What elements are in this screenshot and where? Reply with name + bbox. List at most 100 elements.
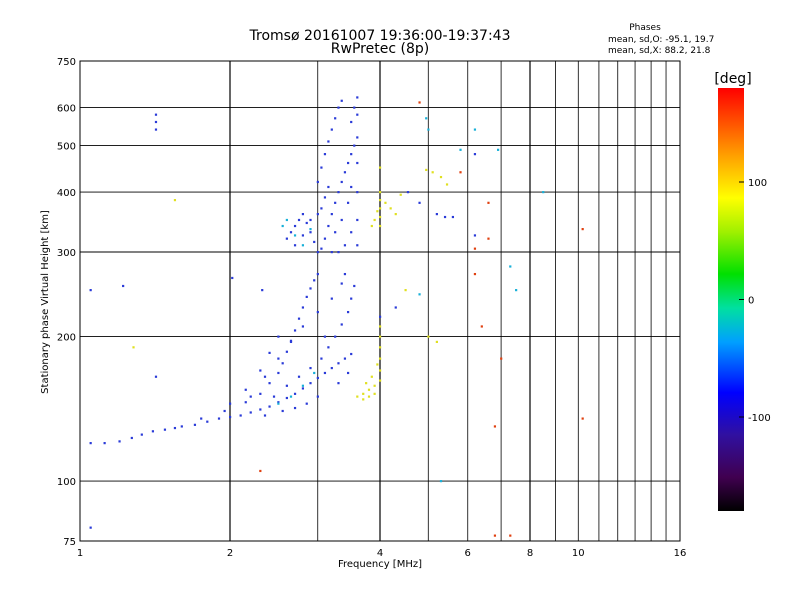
data-point — [89, 289, 92, 292]
data-point — [399, 193, 402, 196]
data-point — [289, 340, 293, 344]
data-point — [285, 218, 288, 222]
data-point — [249, 395, 252, 398]
data-point — [445, 183, 449, 186]
grid-lines — [80, 61, 680, 541]
data-point — [327, 346, 330, 349]
data-point — [285, 350, 288, 353]
y-axis-label: Stationary phase Virtual Height [km] — [40, 210, 51, 394]
data-point — [327, 224, 330, 228]
data-point — [493, 425, 497, 428]
data-point — [370, 224, 373, 228]
data-point — [316, 180, 319, 184]
data-point — [309, 228, 312, 231]
y-tick-label: 100 — [57, 477, 76, 488]
data-point — [425, 168, 428, 172]
data-point — [443, 215, 447, 219]
data-point — [356, 161, 359, 165]
data-point — [320, 247, 323, 250]
data-point — [277, 335, 280, 338]
data-point — [206, 420, 209, 423]
data-point — [281, 224, 284, 228]
data-point — [297, 375, 301, 378]
data-point — [297, 218, 301, 222]
y-axis: 75 100 200 300 400 500 600 750 — [57, 57, 76, 548]
data-point — [301, 213, 305, 216]
data-point — [394, 213, 397, 216]
data-point — [229, 402, 232, 405]
x-axis-label: Frequency [MHz] — [338, 559, 422, 570]
data-point — [323, 153, 327, 156]
data-point — [337, 106, 340, 109]
data-point — [277, 357, 280, 360]
data-point — [379, 379, 382, 382]
data-point — [193, 423, 197, 426]
data-point — [340, 180, 343, 184]
data-point — [362, 392, 365, 395]
data-point — [268, 405, 271, 408]
data-point — [353, 284, 356, 288]
x-tick-label: 10 — [572, 548, 585, 559]
data-point — [346, 310, 350, 314]
data-point — [163, 428, 167, 431]
data-point — [89, 442, 92, 445]
y-tick-label: 750 — [57, 57, 76, 68]
data-point — [277, 371, 280, 375]
data-point — [337, 382, 340, 385]
y-tick-label: 500 — [57, 142, 76, 153]
data-point — [373, 218, 376, 222]
data-point — [473, 153, 477, 156]
data-point — [496, 148, 500, 151]
data-point — [427, 128, 430, 131]
data-point — [350, 120, 353, 124]
data-point — [379, 215, 382, 219]
data-point — [316, 272, 319, 276]
data-point — [293, 244, 297, 247]
data-point — [379, 369, 382, 372]
data-point — [418, 101, 421, 104]
data-point — [327, 185, 330, 189]
data-point — [285, 237, 288, 240]
data-point — [268, 351, 271, 354]
data-point — [249, 411, 252, 414]
data-point — [356, 244, 359, 247]
data-point — [272, 395, 276, 398]
data-point — [305, 402, 308, 405]
data-point — [316, 395, 319, 398]
data-point — [301, 325, 305, 328]
data-point — [459, 148, 462, 151]
data-point — [379, 357, 382, 360]
data-point — [487, 201, 490, 204]
y-tick-label: 600 — [57, 104, 76, 115]
data-point — [334, 231, 337, 234]
data-point — [313, 371, 316, 375]
data-point — [337, 251, 340, 254]
data-point — [542, 191, 545, 194]
data-point — [289, 231, 293, 234]
data-point — [297, 317, 301, 320]
data-point — [346, 201, 350, 204]
data-point — [259, 369, 262, 372]
data-point — [356, 218, 359, 222]
data-point — [316, 310, 319, 314]
data-point — [293, 224, 297, 228]
data-point — [244, 388, 247, 391]
data-point — [350, 352, 353, 356]
data-point — [337, 362, 340, 365]
chart-title: Tromsø 20161007 19:36:00-19:37:43 — [249, 28, 511, 44]
data-point — [389, 207, 392, 210]
data-point — [323, 237, 327, 240]
data-point — [431, 171, 434, 174]
data-point — [313, 279, 316, 282]
data-point — [151, 430, 155, 433]
data-point — [301, 384, 305, 387]
data-point — [340, 323, 343, 326]
data-point — [259, 392, 262, 395]
data-point — [356, 395, 359, 398]
y-tick-label: 400 — [57, 188, 76, 199]
data-point — [480, 325, 483, 328]
info-line-o: mean, sd,O: -95.1, 19.7 — [608, 35, 714, 45]
data-point — [154, 120, 158, 124]
data-point — [301, 387, 305, 390]
